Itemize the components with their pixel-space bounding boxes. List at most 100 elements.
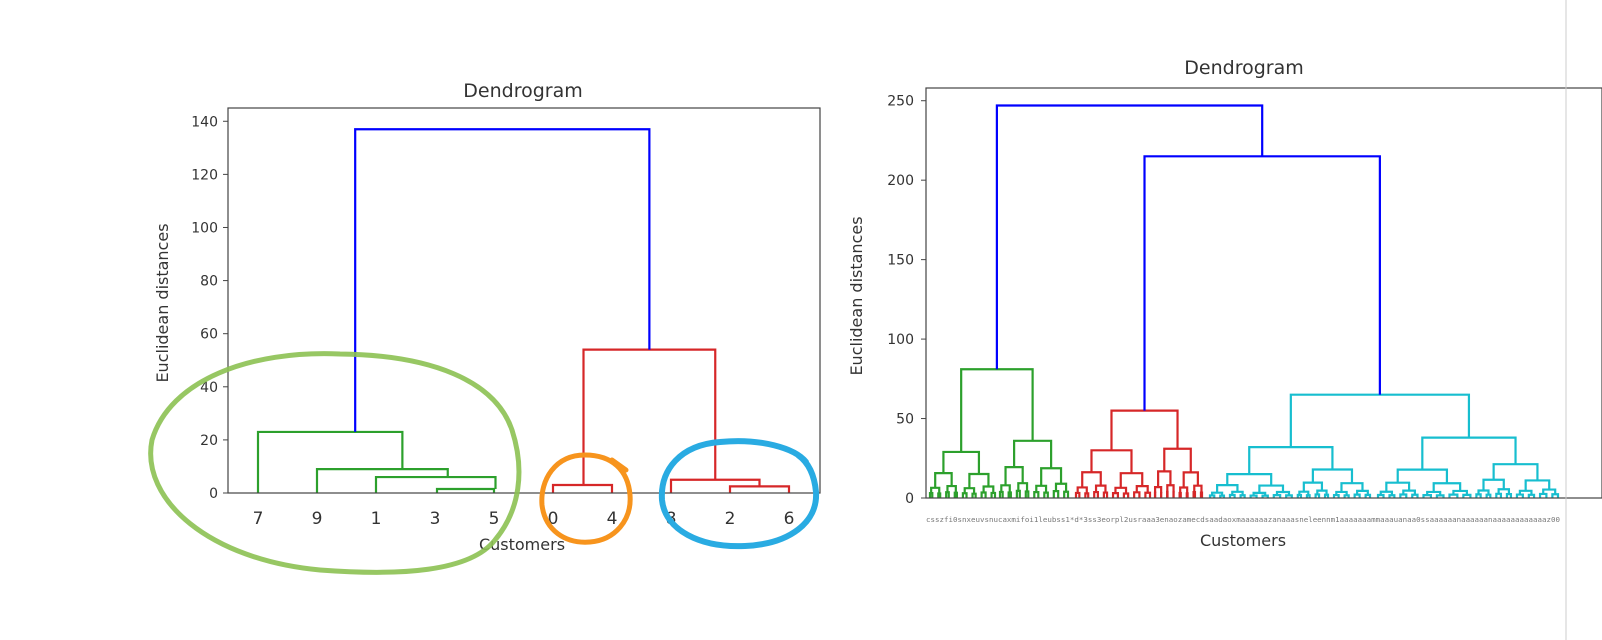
right-red-b-r-l-l-leaf: [1178, 491, 1182, 498]
blue-cluster-annotation: [658, 438, 820, 550]
left-link-9-135: [315, 468, 449, 493]
right-red-a-l-r-r-leaf: [1102, 491, 1109, 498]
right-red-b-r-r: [1193, 484, 1203, 493]
right-green-a-l-l-l-leaf: [928, 492, 934, 498]
right-green-b: [1013, 439, 1053, 469]
right-red-b-l: [1157, 470, 1172, 488]
right-green-a-l: [934, 472, 953, 488]
right-cyan-a-r-l-r: [1316, 489, 1328, 495]
right-red-b-r-l-r-leaf: [1185, 492, 1189, 498]
left-leaf-label: 4: [607, 509, 618, 529]
right-x-axis-label: Customers: [1200, 531, 1286, 550]
left-x-axis-label: Customers: [479, 535, 565, 554]
right-y-tick-label: 0: [905, 491, 914, 507]
left-leaf-label: 3: [430, 509, 441, 529]
right-red-b-r-l: [1179, 486, 1189, 494]
right-cyan-b-r-r-r-l-leaf: [1538, 492, 1548, 498]
right-green-b-r-r-r-leaf: [1063, 490, 1070, 498]
left-link-7-9135: [256, 430, 404, 493]
right-y-tick-label: 50: [896, 412, 914, 428]
left-y-tick-label: 140: [191, 114, 218, 130]
right-cyan-b-r-l-l-r-leaf: [1485, 493, 1492, 498]
left-y-ticks: 0 20 40 60 80 100 120 140: [191, 114, 228, 502]
right-green-a-r: [968, 472, 990, 489]
right-cyan-b-l: [1396, 468, 1449, 484]
right-green-a-r-r-r-leaf: [990, 491, 997, 498]
right-link-root: [995, 104, 1264, 370]
right-green-b-l-l: [1000, 484, 1011, 493]
right-green-b-l-l-r-leaf: [1007, 491, 1012, 498]
left-y-tick-label: 120: [191, 167, 218, 183]
right-cyan-a-r: [1311, 468, 1354, 484]
left-dendrogram-links: [256, 128, 791, 493]
right-y-tick-label: 150: [887, 253, 914, 269]
right-red-a-r-l-r-leaf: [1122, 492, 1130, 498]
right-cyan-b-r-l-r: [1497, 488, 1511, 495]
left-y-tick-label: 40: [200, 380, 218, 396]
right-red-b-r: [1182, 471, 1199, 488]
left-leaf-label: 1: [371, 509, 382, 529]
right-red-a-r-r-l-leaf: [1133, 491, 1141, 498]
right-chart-title: Dendrogram: [1184, 57, 1303, 79]
right-green-a-r-l-r-leaf: [971, 492, 977, 498]
left-plot-frame: [227, 107, 821, 494]
right-red-a-l-l: [1076, 486, 1088, 494]
right-green-top: [960, 368, 1034, 452]
right-red-a-r-l: [1114, 486, 1128, 494]
right-cyan-a-l: [1226, 472, 1273, 486]
right-red-a-r-l-l-leaf: [1111, 492, 1119, 498]
right-green-b-r-l-r-leaf: [1043, 491, 1049, 498]
right-dendrogram: Dendrogram Euclidean distances Customers…: [847, 57, 1602, 550]
right-y-ticks: 0 50 100 150 200 250: [887, 94, 926, 507]
right-red-a-r-r-r-leaf: [1144, 491, 1152, 498]
left-link-2-6: [728, 485, 791, 493]
right-green-b-l-r-l-leaf: [1015, 489, 1021, 498]
right-red-b: [1163, 447, 1192, 473]
right-link-red-cyan: [1143, 155, 1381, 411]
left-leaf-label: 2: [725, 509, 736, 529]
right-red-b-r-r-l-leaf: [1192, 490, 1197, 498]
left-y-tick-label: 60: [200, 327, 218, 343]
left-y-tick-label: 80: [200, 274, 218, 290]
right-y-tick-label: 100: [887, 332, 914, 348]
right-green-a-l-l: [930, 486, 941, 494]
left-y-tick-label: 100: [191, 220, 218, 236]
right-cyan-a-r-l-l-r-leaf: [1305, 494, 1311, 498]
left-leaf-label: 7: [253, 509, 264, 529]
left-link-04-826: [582, 348, 717, 486]
right-red-a-l-l-r-leaf: [1084, 492, 1090, 498]
left-y-tick-label: 20: [200, 433, 218, 449]
right-green-a-l-r-r-leaf: [953, 491, 958, 498]
right-cyan-a-l-l: [1216, 483, 1239, 493]
right-cyan-b-l-r-r-l-leaf: [1448, 493, 1459, 498]
right-green-a-l-r-l-leaf: [945, 491, 950, 498]
right-cyan-b-l-r-r: [1452, 489, 1468, 495]
right-green-a-l-r: [946, 484, 957, 493]
right-cyan-a-r-r-l: [1335, 490, 1348, 496]
right-y-tick-label: 250: [887, 94, 914, 110]
right-red-a-l: [1081, 471, 1102, 488]
right-green-b-r-r: [1054, 482, 1068, 492]
right-cyan-b-l-r-l-r-leaf: [1435, 494, 1445, 498]
right-green-b-r-r-l-leaf: [1052, 490, 1060, 498]
right-cyan-b-r-l-l: [1477, 489, 1490, 495]
left-leaf-label: 5: [489, 509, 500, 529]
right-cyan-b-r-r-l-r-leaf: [1527, 493, 1536, 498]
right-leaf-labels: csszfi0snxeuvsnucaxmifoi1leubss1*d*3ss3e…: [926, 516, 1560, 524]
left-dendrogram: Dendrogram Euclidean distances Customers…: [148, 80, 821, 575]
right-green-b-l-r-r-leaf: [1024, 490, 1030, 498]
right-cyan-a-l-l-r: [1231, 490, 1244, 496]
right-red-a-l-r: [1094, 484, 1107, 493]
right-red-top: [1110, 409, 1179, 451]
right-cyan-b-l-l-l-l-leaf: [1376, 493, 1385, 498]
right-cyan-b-r: [1492, 463, 1539, 481]
left-leaf-label: 9: [312, 509, 323, 529]
right-cyan-a-r-l-l-l-leaf: [1296, 493, 1303, 498]
right-cyan-a-r-r-l-r-leaf: [1343, 494, 1350, 498]
right-cyan-b-r-l-r-l-leaf: [1495, 492, 1503, 498]
right-green-b-r-l: [1035, 484, 1048, 493]
right-plot-frame: [925, 87, 1602, 499]
right-red-a-l-r-l-leaf: [1093, 490, 1099, 498]
